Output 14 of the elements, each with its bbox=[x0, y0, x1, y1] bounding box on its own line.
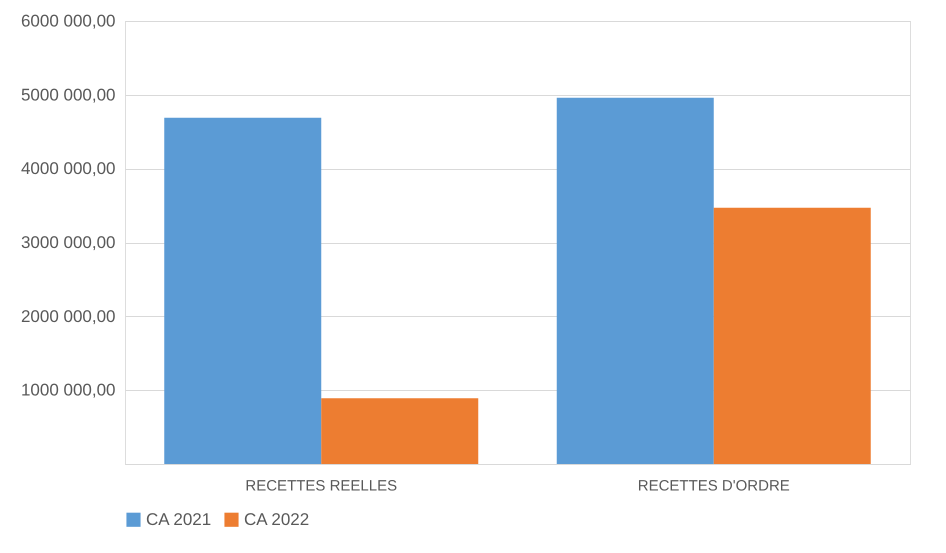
x-tick-label: RECETTES D'ORDRE bbox=[638, 478, 790, 494]
x-tick-label: RECETTES REELLES bbox=[245, 478, 398, 494]
bar bbox=[321, 398, 478, 464]
bar bbox=[714, 208, 871, 464]
y-tick-label: 1000 000,00 bbox=[20, 380, 116, 400]
bar bbox=[164, 118, 322, 464]
y-tick-label: 6000 000,00 bbox=[20, 12, 116, 30]
y-tick-label: 3000 000,00 bbox=[20, 233, 116, 252]
legend-label: CA 2022 bbox=[244, 510, 310, 529]
y-tick-label: 4000 000,00 bbox=[20, 159, 116, 178]
legend-label: CA 2021 bbox=[146, 510, 212, 529]
bar bbox=[556, 98, 714, 464]
y-tick-label: 2000 000,00 bbox=[20, 306, 116, 326]
y-tick-label: 5000 000,00 bbox=[20, 85, 116, 104]
